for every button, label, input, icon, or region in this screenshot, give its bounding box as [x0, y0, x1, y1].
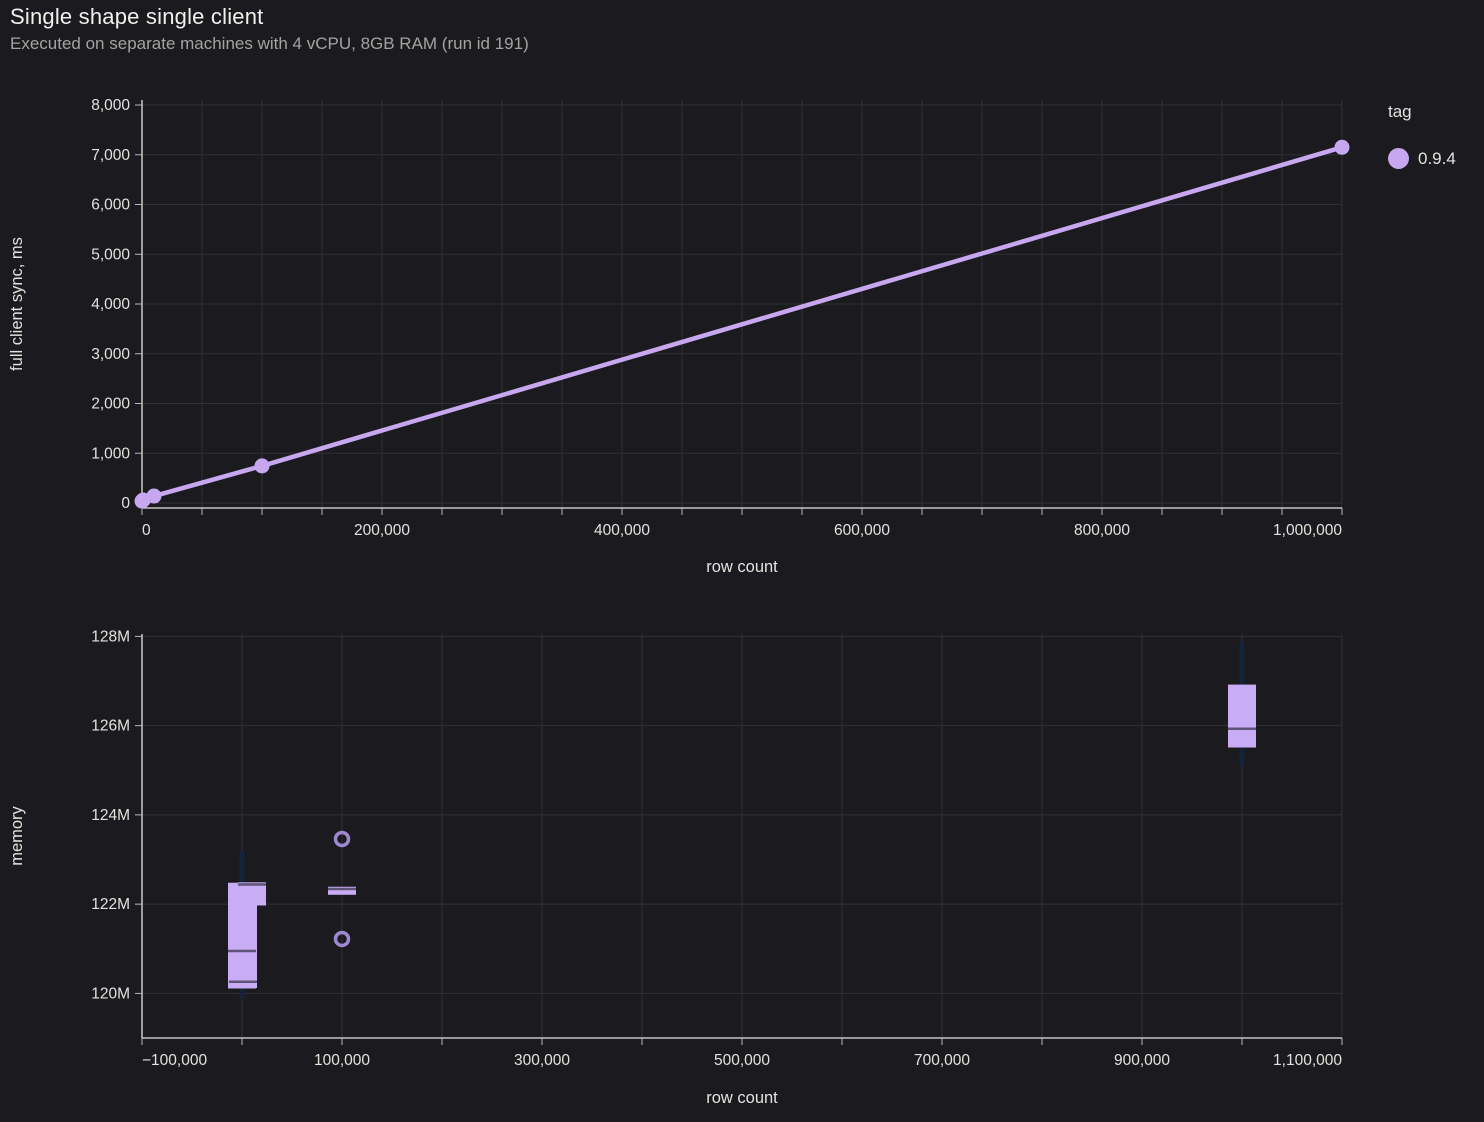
- x-tick-label: 800,000: [1074, 522, 1130, 539]
- data-point[interactable]: [1334, 139, 1350, 155]
- x-tick-label: 600,000: [834, 522, 890, 539]
- x-tick-label: 400,000: [594, 522, 650, 539]
- outlier-point[interactable]: [333, 830, 351, 848]
- box[interactable]: [328, 886, 356, 895]
- x-tick-marks: [141, 508, 1343, 515]
- y-tick-marks: [135, 104, 142, 504]
- y-tick-label: 4,000: [91, 296, 130, 313]
- x-tick-label: 300,000: [514, 1052, 570, 1069]
- page-subtitle: Executed on separate machines with 4 vCP…: [10, 34, 529, 53]
- x-tick-label: 100,000: [314, 1052, 370, 1069]
- chart-header: Single shape single client Executed on s…: [10, 4, 529, 54]
- x-tick-label: 700,000: [914, 1052, 970, 1069]
- y-tick-label: 122M: [91, 896, 130, 913]
- x-axis-title: row count: [706, 1089, 778, 1107]
- y-tick-label: 2,000: [91, 396, 130, 413]
- y-tick-label: 3,000: [91, 346, 130, 363]
- x-tick-label: 1,100,000: [1273, 1052, 1342, 1069]
- x-tick-label: 900,000: [1114, 1052, 1170, 1069]
- y-tick-label: 5,000: [91, 246, 130, 263]
- page-title: Single shape single client: [10, 4, 264, 29]
- y-tick-labels: 0 1,000 2,000 3,000 4,000 5,000 6,000 7,000 8,00…: [91, 97, 130, 512]
- x-tick-label: 200,000: [354, 522, 410, 539]
- x-tick-label: 500,000: [714, 1052, 770, 1069]
- x-tick-labels: 0 200,000 400,000 600,000 800,000 1,000,000: [142, 522, 1342, 539]
- outlier-point[interactable]: [333, 930, 351, 948]
- grid-lines: [142, 634, 1343, 1038]
- y-tick-marks: [135, 635, 142, 994]
- legend-item-0.9.4[interactable]: 0.9.4: [1388, 148, 1456, 169]
- x-axis-title: row count: [706, 558, 778, 576]
- x-tick-label: 1,000,000: [1273, 522, 1342, 539]
- x-tick-label: −100,000: [142, 1052, 207, 1069]
- y-tick-label: 8,000: [91, 97, 130, 114]
- y-tick-label: 128M: [91, 628, 130, 645]
- data-point[interactable]: [146, 488, 162, 504]
- box-bodies: [228, 684, 1256, 989]
- grid-lines: [142, 100, 1343, 508]
- y-tick-label: 126M: [91, 718, 130, 735]
- legend: tag 0.9.4: [1388, 102, 1456, 169]
- x-tick-labels: −100,000 100,000 300,000 500,000 700,000 900,…: [142, 1052, 1342, 1069]
- boxplot-chart-memory: −100,000 100,000 300,000 500,000 700,000 900,…: [8, 628, 1343, 1107]
- box[interactable]: [1228, 684, 1256, 748]
- y-tick-label: 6,000: [91, 197, 130, 214]
- line-series-0.9.4: [134, 139, 1350, 509]
- y-tick-label: 120M: [91, 985, 130, 1002]
- y-tick-label: 124M: [91, 807, 130, 824]
- legend-swatch-icon: [1388, 148, 1409, 169]
- box-outliers: [333, 830, 351, 948]
- x-tick-label: 0: [142, 522, 151, 539]
- box-medians: [228, 727, 1256, 984]
- y-tick-label: 0: [121, 495, 130, 512]
- data-point[interactable]: [254, 458, 270, 474]
- x-tick-marks: [141, 1038, 1343, 1045]
- y-axis-title: full client sync, ms: [8, 237, 26, 371]
- y-tick-label: 7,000: [91, 147, 130, 164]
- y-tick-label: 1,000: [91, 445, 130, 462]
- box[interactable]: [238, 882, 266, 906]
- line-chart-full-client-sync: 0 200,000 400,000 600,000 800,000 1,000,000 0 1…: [8, 97, 1350, 576]
- y-tick-labels: 120M 122M 124M 126M 128M: [91, 628, 130, 1002]
- legend-title: tag: [1388, 102, 1412, 121]
- legend-item-label: 0.9.4: [1418, 148, 1456, 168]
- y-axis-title: memory: [8, 805, 26, 865]
